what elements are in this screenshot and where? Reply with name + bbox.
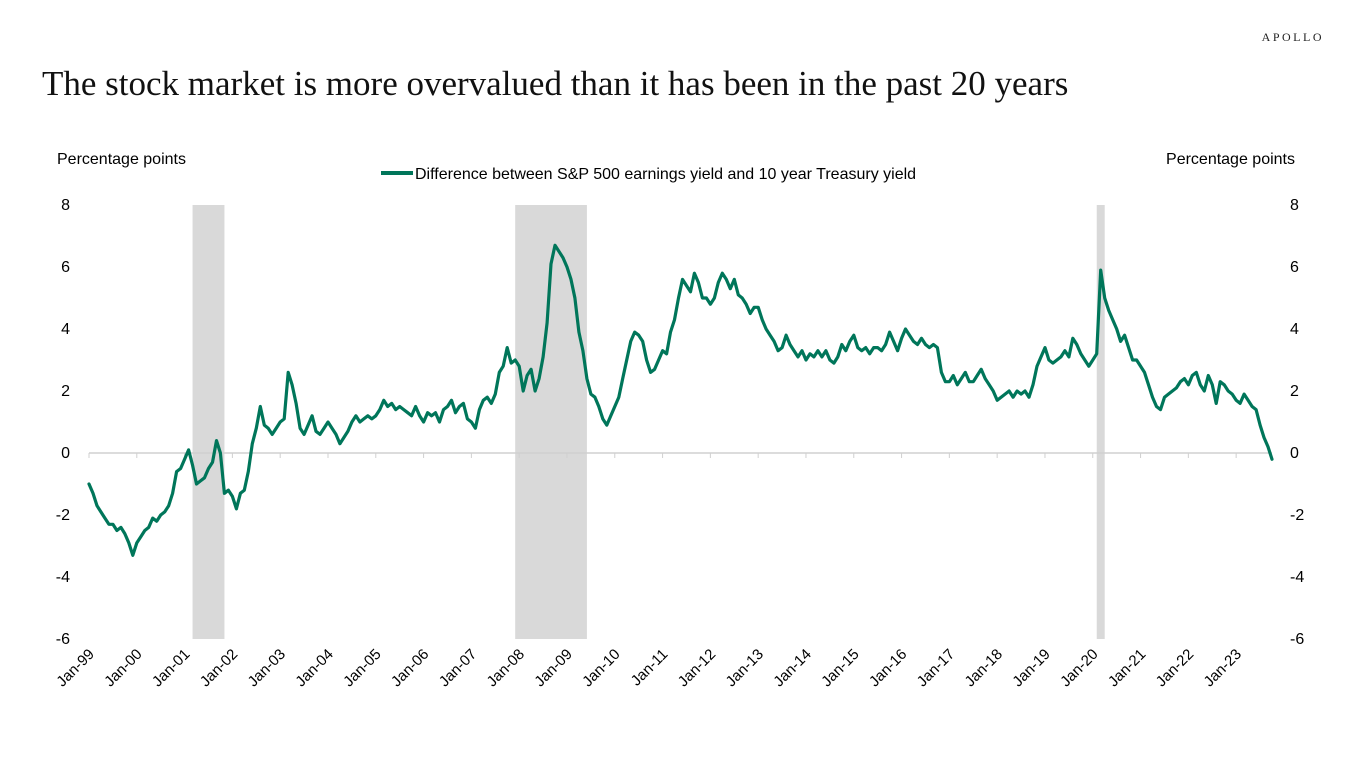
y-tick-label-left: 8 — [61, 197, 70, 214]
y-tick-label-right: -4 — [1290, 569, 1304, 586]
x-tick-label: Jan-01 — [149, 646, 193, 690]
x-tick-label: Jan-23 — [1201, 646, 1245, 690]
x-tick-label: Jan-20 — [1057, 646, 1101, 690]
y-tick-label-right: 4 — [1290, 321, 1299, 338]
y-tick-label-right: -2 — [1290, 507, 1304, 524]
x-tick-label: Jan-04 — [292, 646, 336, 690]
x-tick-label: Jan-02 — [197, 646, 241, 690]
y-tick-label-left: 4 — [61, 321, 70, 338]
chart-title: The stock market is more overvalued than… — [42, 64, 1069, 103]
x-tick-label: Jan-16 — [866, 646, 910, 690]
x-tick-label: Jan-03 — [245, 646, 289, 690]
x-tick-label: Jan-11 — [628, 646, 672, 690]
x-tick-label: Jan-06 — [388, 646, 432, 690]
legend: Difference between S&P 500 earnings yiel… — [381, 166, 916, 183]
y-tick-label-left: -2 — [56, 507, 70, 524]
y-axis-label-right: Percentage points — [1166, 151, 1295, 168]
x-tick-label: Jan-14 — [770, 646, 814, 690]
y-tick-label-left: -4 — [56, 569, 70, 586]
recession-band — [192, 205, 225, 639]
x-tick-label: Jan-12 — [675, 646, 719, 690]
series-layer — [87, 243, 1274, 557]
y-tick-label-left: 6 — [61, 259, 70, 276]
x-tick-label: Jan-19 — [1009, 646, 1053, 690]
y-tick-label-left: 2 — [61, 383, 70, 400]
x-tick-label: Jan-18 — [962, 646, 1006, 690]
x-tick-label: Jan-99 — [53, 646, 97, 690]
y-tick-label-right: 2 — [1290, 383, 1299, 400]
x-tick-label: Jan-09 — [531, 646, 575, 690]
x-tick-label: Jan-13 — [723, 646, 767, 690]
y-tick-label-right: 6 — [1290, 259, 1299, 276]
series-line-0 — [87, 243, 1274, 557]
x-tick-label: Jan-07 — [436, 646, 480, 690]
y-tick-label-right: 8 — [1290, 197, 1299, 214]
x-tick-label: Jan-00 — [101, 646, 145, 690]
x-tick-label: Jan-21 — [1105, 646, 1149, 690]
y-tick-label-left: -6 — [56, 631, 70, 648]
recession-band — [1096, 205, 1105, 639]
x-tick-label: Jan-05 — [340, 646, 384, 690]
tick-labels: Jan-99 Jan-00 Jan-01 Jan-02 Jan-03 Jan-04 Jan-… — [53, 197, 1304, 690]
legend-label: Difference between S&P 500 earnings yiel… — [415, 166, 916, 183]
y-axis-label-left: Percentage points — [57, 151, 186, 168]
x-tick-label: Jan-17 — [914, 646, 958, 690]
apollo-logo: APOLLO — [1261, 30, 1324, 44]
y-tick-label-right: 0 — [1290, 445, 1299, 462]
x-tick-label: Jan-10 — [579, 646, 623, 690]
x-tick-label: Jan-22 — [1153, 646, 1197, 690]
x-tick-label: Jan-15 — [818, 646, 862, 690]
x-tick-label: Jan-08 — [484, 646, 528, 690]
x-axis — [88, 452, 1272, 458]
y-tick-label-right: -6 — [1290, 631, 1304, 648]
y-tick-label-left: 0 — [61, 445, 70, 462]
